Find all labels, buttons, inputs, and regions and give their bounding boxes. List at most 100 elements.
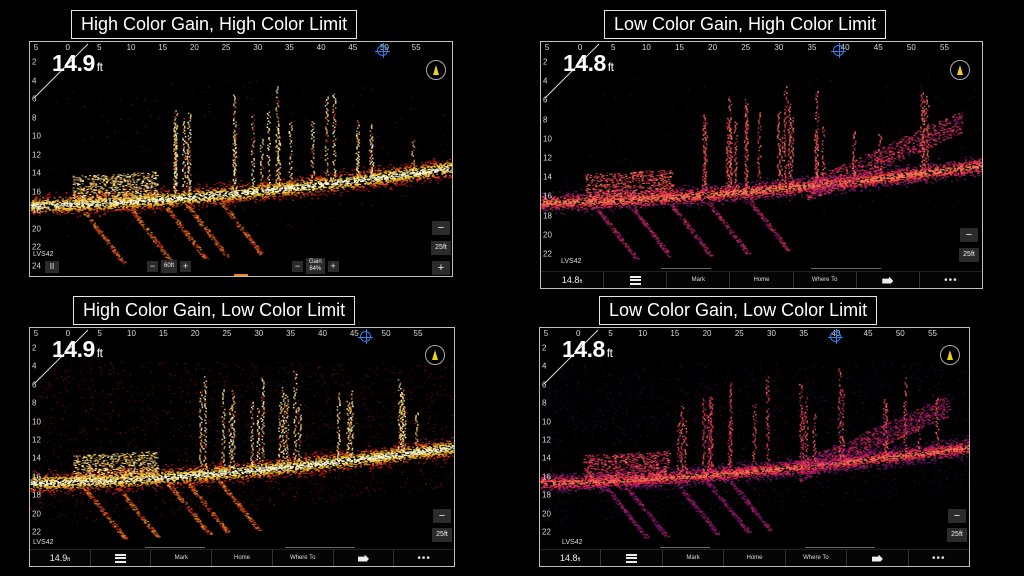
zoom-out-button[interactable]: − [948, 509, 966, 523]
y-tick-label: 22 [543, 250, 552, 259]
x-tick-label: 25 [222, 43, 231, 52]
mark-button[interactable]: Mark [150, 550, 211, 566]
home-button[interactable]: Home [723, 550, 784, 566]
y-axis-ticks: 2 4 6 8 10 12 14 16 18 20 22 [542, 328, 556, 566]
y-tick-label: 8 [543, 115, 547, 124]
more-button[interactable]: ••• [907, 550, 969, 566]
compass-icon[interactable] [940, 345, 960, 365]
where-to-button[interactable]: Where To [271, 550, 333, 566]
y-tick-label: 4 [32, 362, 36, 371]
boat-button[interactable] [846, 550, 907, 566]
range-control: − 60ft + [147, 260, 192, 273]
x-tick-label: 5 [545, 43, 549, 52]
x-tick-label: 5 [34, 329, 38, 338]
range-increase-button[interactable]: + [180, 261, 192, 272]
y-tick-label: 8 [32, 113, 36, 122]
toolbar-depth: 14.8ft [540, 550, 600, 566]
depth-unit: ft [97, 60, 103, 74]
depth-divider-line [33, 329, 89, 385]
x-tick-label: 45 [350, 329, 359, 338]
menu-icon [629, 275, 641, 285]
menu-button[interactable] [603, 272, 666, 288]
y-tick-label: 8 [32, 399, 36, 408]
menu-icon [115, 553, 127, 563]
range-decrease-button[interactable]: − [147, 261, 158, 272]
zoom-in-button[interactable]: + [432, 261, 450, 275]
compass-icon[interactable] [425, 345, 445, 365]
depth-readout: 14.9 ft [52, 50, 103, 77]
y-tick-label: 16 [543, 192, 552, 201]
x-tick-label: 35 [808, 43, 817, 52]
crosshair-icon[interactable] [831, 43, 846, 58]
home-button[interactable]: Home [211, 550, 272, 566]
y-axis-ticks: 2 4 6 8 10 12 14 16 18 20 22 24 [32, 42, 46, 276]
crosshair-icon[interactable] [358, 329, 373, 344]
x-tick-label: 15 [159, 329, 168, 338]
gain-value-box: Gain 84% [306, 258, 325, 274]
x-tick-label: 5 [608, 329, 612, 338]
y-tick-label: 6 [543, 96, 547, 105]
y-tick-label: 14 [542, 454, 551, 463]
boat-button[interactable] [332, 550, 394, 566]
zoom-out-button[interactable]: − [432, 221, 450, 235]
toolbar-depth-value: 14.8 [560, 553, 578, 563]
x-tick-label: 55 [940, 43, 949, 52]
x-tick-label: 25 [741, 43, 750, 52]
sonar-panel-low-gain-high-limit: 5 0 5 10 15 20 25 30 35 40 45 50 55 2 4 6 8 10 12 14 16 18 20… [540, 41, 983, 289]
x-tick-label: 45 [348, 43, 357, 52]
range-button[interactable]: 25ft [947, 528, 967, 542]
gain-decrease-button[interactable]: − [292, 260, 303, 272]
range-button[interactable]: 25ft [432, 528, 452, 542]
where-to-button[interactable]: Where To [784, 550, 846, 566]
menu-button[interactable] [89, 550, 151, 566]
more-button[interactable]: ••• [918, 272, 982, 288]
x-tick-label: 5 [97, 329, 101, 338]
source-label: LVS42 [33, 539, 54, 546]
y-tick-label: 2 [32, 58, 36, 67]
range-value: 60ft [161, 260, 178, 273]
toolbar-depth-value: 14.9 [50, 553, 68, 563]
menu-button[interactable] [600, 550, 661, 566]
toolbar-progress [811, 268, 881, 269]
range-button[interactable]: 25ft [431, 241, 451, 255]
crosshair-icon[interactable] [375, 43, 390, 58]
panel-caption: High Color Gain, Low Color Limit [73, 296, 356, 325]
source-label: LVS42 [561, 258, 582, 265]
scroll-indicator [234, 274, 248, 276]
compass-icon[interactable] [950, 60, 970, 80]
x-tick-label: 45 [864, 329, 873, 338]
zoom-out-button[interactable]: − [960, 228, 978, 242]
toolbar-depth: 14.8ft [541, 272, 603, 288]
more-button[interactable]: ••• [393, 550, 454, 566]
y-tick-label: 12 [542, 436, 551, 445]
y-tick-label: 4 [32, 76, 36, 85]
y-tick-label: 8 [542, 399, 546, 408]
livescope-sonar-image [30, 77, 452, 265]
home-button[interactable]: Home [729, 272, 792, 288]
boat-icon [357, 554, 369, 562]
y-tick-label: 2 [542, 344, 546, 353]
bottom-toolbar: 14.8ft Mark Home Where To ••• [540, 549, 969, 566]
x-tick-label: 20 [190, 43, 199, 52]
depth-unit: ft [608, 60, 614, 74]
y-tick-label: 10 [32, 132, 41, 141]
x-tick-label: 40 [841, 43, 850, 52]
pause-button[interactable]: II [45, 261, 59, 273]
x-tick-label: 15 [670, 329, 679, 338]
depth-readout: 14.9 ft [52, 336, 103, 363]
where-to-button[interactable]: Where To [792, 272, 856, 288]
boat-button[interactable] [855, 272, 919, 288]
toolbar-progress [661, 268, 711, 269]
mark-button[interactable]: Mark [666, 272, 729, 288]
crosshair-icon[interactable] [828, 329, 843, 344]
gain-increase-button[interactable]: + [327, 260, 339, 272]
x-tick-label: 10 [127, 329, 136, 338]
boat-icon [882, 276, 894, 284]
x-tick-label: 25 [735, 329, 744, 338]
mark-button[interactable]: Mark [661, 550, 723, 566]
range-button[interactable]: 25ft [959, 248, 979, 262]
source-label: LVS42 [33, 251, 54, 258]
zoom-out-button[interactable]: − [433, 509, 451, 523]
compass-icon[interactable] [426, 60, 446, 80]
x-tick-label: 5 [544, 329, 548, 338]
